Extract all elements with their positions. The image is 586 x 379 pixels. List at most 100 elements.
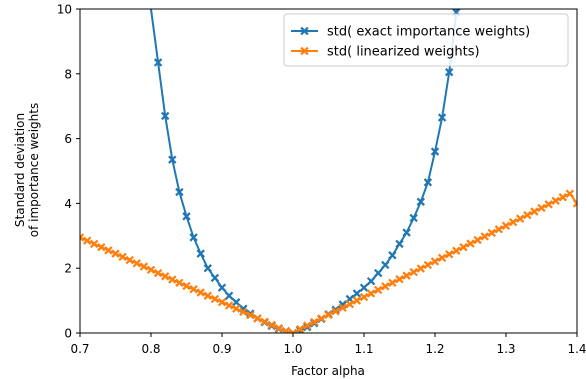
- x-tick-label: 1.0: [283, 342, 302, 356]
- series-1-point: [168, 155, 177, 164]
- x-tick-label: 1.4: [567, 342, 586, 356]
- series-2-point: [125, 255, 134, 265]
- series-1-point: [189, 233, 198, 242]
- series-2-point: [274, 323, 283, 333]
- legend-box: [283, 13, 569, 67]
- series-2-point: [310, 317, 319, 327]
- series-2-point: [352, 296, 362, 305]
- series-2-point: [246, 310, 255, 320]
- y-axis-label-line-1: Standard deviation: [13, 113, 27, 227]
- series-2-point: [182, 281, 191, 291]
- y-tick-label: 0: [64, 327, 72, 341]
- series-1-point: [203, 264, 212, 273]
- series-2-point: [189, 285, 198, 294]
- series-2-point: [324, 310, 333, 320]
- series-2-point: [530, 207, 539, 216]
- series-2-line: [80, 192, 577, 333]
- series-2-point: [523, 210, 532, 220]
- series-2-point: [97, 242, 106, 252]
- series-2-point: [104, 246, 113, 255]
- series-1-point: [217, 283, 227, 292]
- series-2-point: [281, 327, 291, 333]
- y-tick-label: 10: [57, 3, 72, 17]
- series-2-point: [416, 264, 425, 273]
- series-2-point: [203, 291, 212, 300]
- legend: std( exact importance weights) std( linea…: [283, 13, 569, 67]
- series-2-point: [267, 320, 276, 330]
- series-1-point: [196, 249, 205, 258]
- x-tick-label: 1.3: [496, 342, 515, 356]
- series-2-point: [153, 268, 163, 278]
- series-2-point: [459, 242, 468, 252]
- series-1-point: [210, 273, 220, 283]
- series-2-point: [366, 289, 376, 298]
- series-2-point: [217, 298, 227, 307]
- series-2-point: [423, 260, 433, 270]
- y-tick-label: 4: [64, 197, 72, 211]
- legend-marker: [300, 26, 309, 36]
- series-2-point: [303, 321, 312, 330]
- series-2-point: [161, 272, 170, 281]
- series-2-point: [537, 203, 546, 213]
- series-2-point: [565, 189, 575, 198]
- series-2-point: [132, 259, 141, 268]
- series-2-point: [317, 314, 326, 323]
- y-tick-label: 6: [64, 132, 72, 146]
- series-2-point: [437, 253, 447, 263]
- series-1-point: [366, 276, 376, 286]
- series-2-point: [430, 257, 440, 266]
- series-2-point: [168, 275, 177, 284]
- series-2-point: [544, 200, 553, 209]
- series-2-point: [452, 246, 461, 255]
- series-2-point: [139, 262, 149, 271]
- y-tick-label: 2: [64, 262, 72, 276]
- series-2-point: [111, 249, 120, 258]
- series-1-point: [161, 111, 170, 121]
- series-2-point: [224, 301, 234, 310]
- series-2-point: [501, 221, 511, 230]
- axes: 0.7 0.8 0.9 1.0 1.1 1.2 1.3 1.4 0 2 4 6 8 10: [57, 3, 586, 357]
- series-2-point: [288, 328, 298, 333]
- series-2-point: [359, 292, 369, 302]
- series-1-point: [381, 260, 390, 270]
- y-axis-label-line-2: of importance weights: [27, 103, 41, 237]
- legend-label: std( linearized weights): [327, 45, 480, 60]
- x-axis-label: Factor alpha: [291, 364, 365, 378]
- series-2-point: [494, 225, 504, 234]
- series-1-point: [430, 147, 440, 156]
- series-1-point: [374, 268, 383, 278]
- series-1-point: [409, 213, 418, 223]
- series-1-point: [416, 197, 425, 206]
- x-tick-label: 1.2: [425, 342, 444, 356]
- series-2-point: [445, 250, 454, 259]
- legend-entry-2: std( linearized weights): [291, 45, 480, 60]
- legend-label: std( exact importance weights): [327, 25, 530, 40]
- series-2-point: [331, 307, 340, 316]
- plot-frame: [79, 8, 578, 334]
- series-1-point: [388, 251, 397, 260]
- series-2-point: [480, 232, 489, 241]
- series-1-point: [423, 178, 433, 187]
- series-1-point: [352, 289, 362, 298]
- series-2-point: [345, 299, 354, 309]
- series-2-point: [551, 196, 560, 206]
- series-1-point: [153, 58, 163, 67]
- series-1-point: [402, 228, 411, 237]
- series-1-point: [224, 291, 234, 300]
- x-tick-label: 0.7: [70, 342, 89, 356]
- series-2-point: [508, 217, 518, 227]
- series-2-point: [374, 285, 383, 295]
- plot-area: [80, 9, 577, 333]
- x-tick-label: 0.9: [212, 342, 231, 356]
- series-2: [80, 189, 577, 333]
- series-2-point: [260, 317, 269, 326]
- series-2-point: [388, 278, 397, 287]
- y-axis-label: Standard deviation of importance weights: [13, 103, 41, 237]
- series-2-point: [473, 235, 482, 245]
- series-2-point: [572, 199, 577, 208]
- series-2-point: [210, 294, 220, 304]
- series-2-point: [196, 288, 205, 297]
- series-2-point: [409, 267, 418, 277]
- series-2-point: [232, 304, 241, 313]
